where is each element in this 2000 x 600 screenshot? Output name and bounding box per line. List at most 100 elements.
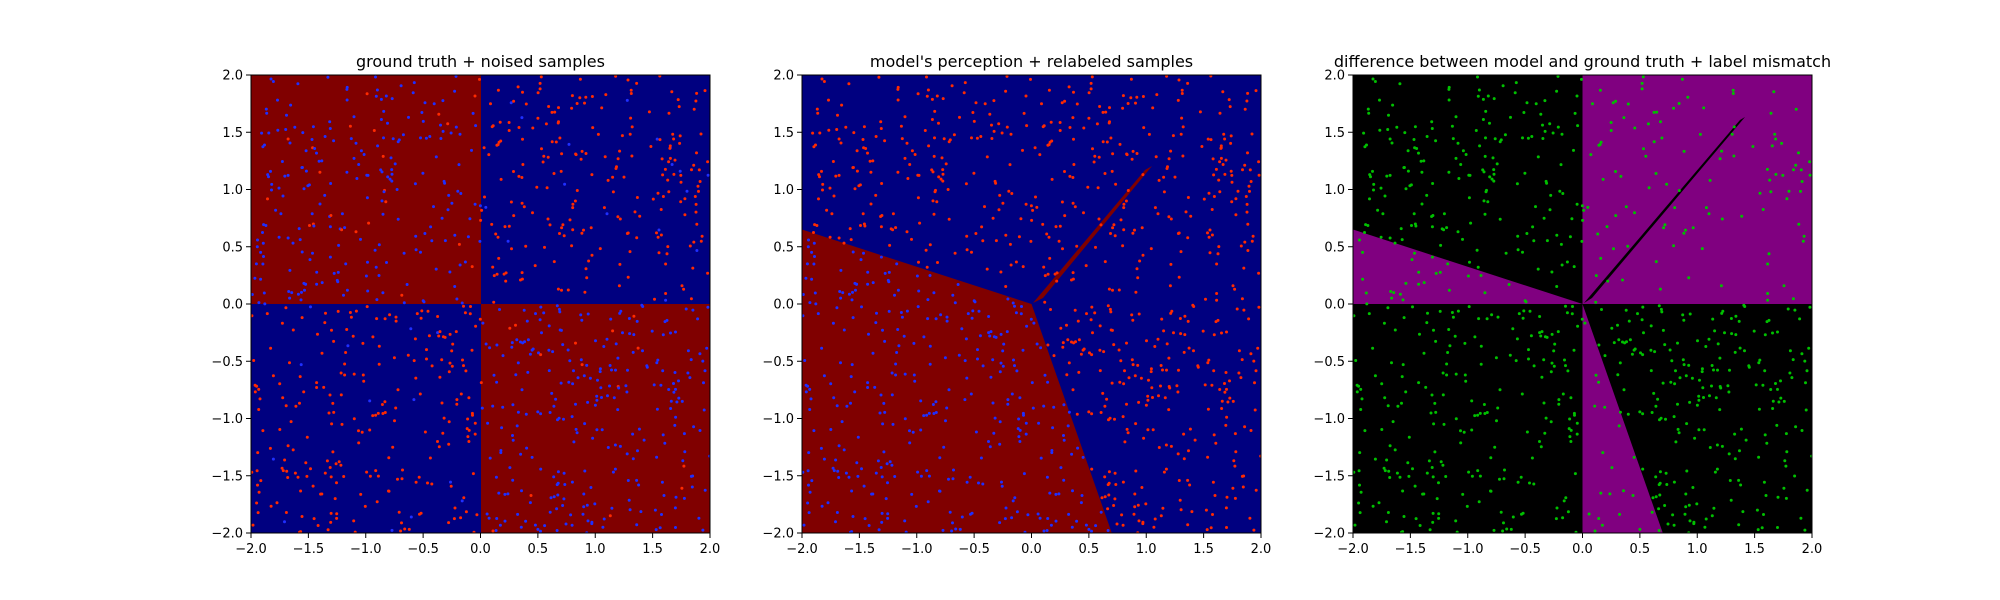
data-point [925, 94, 929, 98]
data-point [480, 406, 484, 410]
data-point [1563, 358, 1566, 362]
data-point [1057, 239, 1061, 243]
data-point [1473, 335, 1477, 339]
data-point [1366, 107, 1370, 111]
data-point [694, 210, 698, 214]
data-point [1784, 496, 1788, 500]
data-point [606, 178, 610, 182]
data-point [1130, 157, 1134, 161]
data-point [1411, 305, 1414, 309]
data-point [879, 127, 883, 130]
data-point [1151, 428, 1155, 432]
data-point [503, 519, 507, 523]
data-point [251, 470, 254, 474]
data-point [1045, 475, 1049, 479]
data-point [1713, 329, 1717, 333]
data-point [1038, 516, 1042, 520]
data-point [1186, 478, 1190, 482]
data-point [629, 88, 633, 92]
data-point [598, 370, 602, 374]
data-point [991, 401, 995, 405]
data-point [315, 270, 319, 274]
data-point [1013, 496, 1017, 500]
data-point [947, 140, 951, 144]
data-point [994, 239, 998, 243]
data-point [1691, 486, 1695, 489]
data-point [616, 215, 620, 219]
data-point [655, 455, 659, 459]
data-point [1126, 431, 1130, 435]
data-point [400, 477, 404, 481]
data-point [610, 506, 614, 510]
data-point [1432, 328, 1435, 332]
data-point [1183, 333, 1187, 337]
data-point [1698, 132, 1702, 136]
data-point [291, 241, 295, 245]
data-point [311, 484, 315, 488]
data-point [1697, 398, 1701, 402]
data-point [952, 133, 956, 137]
data-point [529, 494, 533, 497]
data-point [391, 137, 395, 141]
data-point [1088, 351, 1091, 355]
data-point [1178, 317, 1182, 320]
data-point [1646, 122, 1650, 126]
data-point [1529, 334, 1533, 338]
data-point [563, 182, 567, 186]
data-point [399, 529, 403, 533]
data-point [570, 94, 574, 98]
data-point [1556, 330, 1560, 334]
data-point [1417, 282, 1421, 286]
data-point [1210, 233, 1214, 237]
data-point [1006, 402, 1010, 406]
y-tick-label: −1.0 [211, 412, 243, 427]
data-point [611, 470, 615, 474]
data-point [1232, 459, 1236, 463]
data-point [1712, 506, 1716, 510]
data-point [1010, 516, 1014, 520]
data-point [616, 157, 620, 161]
data-point [1771, 399, 1775, 403]
data-point [255, 384, 259, 388]
data-point [1454, 519, 1458, 523]
data-point [1434, 139, 1438, 143]
data-point [1516, 480, 1520, 484]
data-point [1047, 143, 1051, 147]
data-point [1218, 111, 1222, 115]
data-point [1164, 443, 1168, 447]
data-point [1438, 309, 1442, 313]
data-point [1536, 267, 1540, 271]
data-point [454, 125, 458, 129]
data-point [897, 344, 901, 348]
data-point [690, 485, 694, 489]
data-point [834, 458, 838, 462]
data-point [299, 489, 303, 493]
data-point [1737, 523, 1741, 527]
data-point [631, 457, 635, 461]
data-point [1106, 483, 1110, 487]
data-point [1425, 193, 1429, 197]
data-point [932, 154, 936, 158]
data-point [851, 316, 855, 320]
data-point [283, 174, 287, 178]
data-point [1587, 512, 1591, 516]
data-point [910, 149, 914, 153]
data-point [594, 339, 597, 343]
data-point [863, 517, 867, 521]
data-point [536, 527, 540, 531]
data-point [1693, 436, 1697, 440]
data-point [703, 369, 707, 373]
data-point [1122, 382, 1126, 386]
data-point [928, 362, 932, 366]
data-point [291, 448, 295, 452]
data-point [1062, 403, 1066, 407]
data-point [838, 290, 842, 293]
data-point [579, 358, 583, 362]
data-point [517, 174, 521, 178]
data-point [1400, 375, 1404, 379]
data-point [1757, 455, 1761, 459]
data-point [520, 116, 524, 120]
data-point [859, 224, 862, 227]
data-point [988, 334, 992, 338]
data-point [539, 412, 543, 416]
